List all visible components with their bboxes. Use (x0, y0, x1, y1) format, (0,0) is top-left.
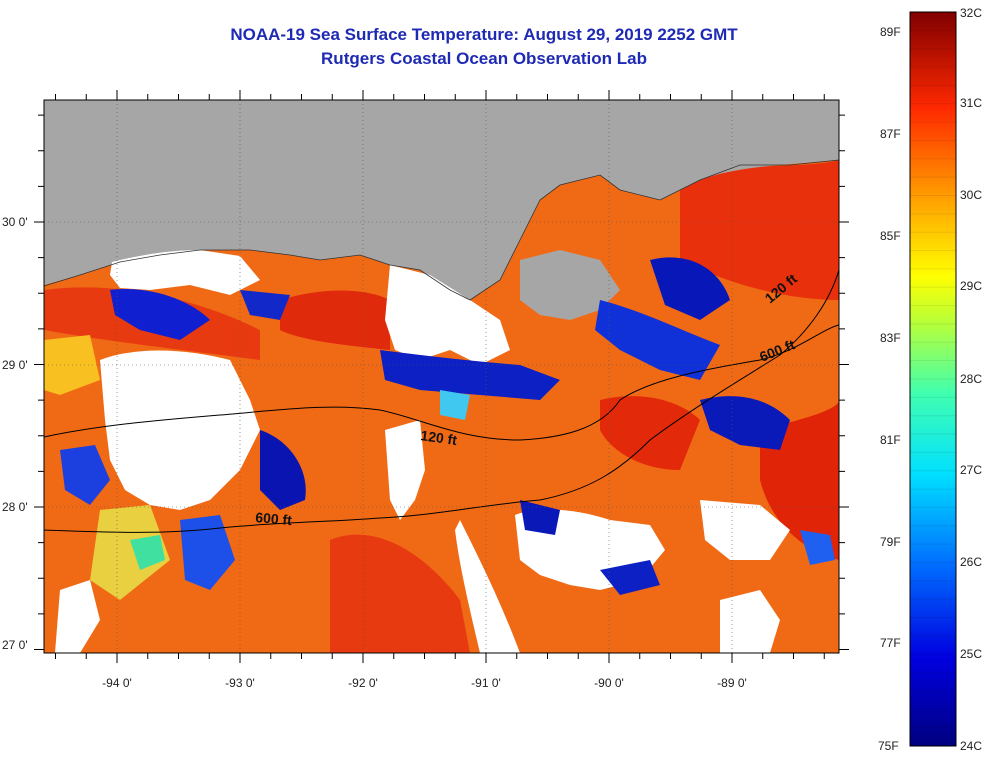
cloud-cover (385, 420, 425, 520)
cool-water-patch (595, 300, 720, 380)
cool-water-patch (180, 515, 235, 590)
cool-water-patch (380, 350, 560, 400)
contour-label-600ft: 600 ft (255, 509, 293, 528)
coastline (44, 159, 839, 301)
colorbar-bands (910, 29, 956, 729)
lon-label: -91 0' (471, 676, 501, 690)
colorbar-f-label: 85F (880, 229, 901, 243)
cool-water-patch (110, 289, 210, 340)
cloud-cover (100, 350, 260, 510)
cloud-cover (110, 250, 260, 295)
sst-map (44, 100, 839, 653)
land-mass (520, 250, 620, 320)
colorbar-f-label: 87F (880, 127, 901, 141)
colorbar-c-label: 24C (960, 739, 982, 753)
lon-label: -90 0' (594, 676, 624, 690)
contour-120ft (44, 324, 839, 441)
cool-water-patch (700, 396, 790, 450)
colorbar-f-label: 83F (880, 331, 901, 345)
colorbar-c-label: 26C (960, 555, 982, 569)
colorbar-c-label: 31C (960, 96, 982, 110)
colorbar-f-label: 79F (880, 535, 901, 549)
colorbar-c-label: 28C (960, 372, 982, 386)
ocean-hot-zone (680, 160, 839, 300)
cool-water-patch (800, 530, 835, 565)
mid-temp-patch (90, 505, 170, 600)
cool-water-patch (240, 290, 290, 320)
colorbar-f-label: 75F (878, 739, 899, 753)
mid-temp-patch (130, 535, 165, 570)
map-frame (43, 99, 840, 654)
colorbar-c-label: 30C (960, 188, 982, 202)
map-title: NOAA-19 Sea Surface Temperature: August … (230, 25, 738, 44)
colorbar-c-label: 27C (960, 463, 982, 477)
lon-label: -93 0' (225, 676, 255, 690)
lat-label: 27 0' (2, 638, 28, 652)
lon-label: -92 0' (348, 676, 378, 690)
colorbar-f-label: 81F (880, 433, 901, 447)
colorbar: 89F 87F 85F 83F 81F 79F 77F 75F 32C 31C … (878, 6, 982, 753)
colorbar-c-label: 29C (960, 279, 982, 293)
lat-label: 30 0' (2, 215, 28, 229)
mid-temp-patch (440, 390, 470, 420)
colorbar-gradient (909, 11, 957, 747)
cool-water-patch (650, 257, 730, 320)
graticule (44, 100, 839, 653)
colorbar-f-label: 89F (880, 25, 901, 39)
lon-label: -89 0' (717, 676, 747, 690)
colorbar-c-label: 32C (960, 6, 982, 20)
lat-label: 29 0' (2, 358, 28, 372)
cloud-cover (720, 590, 780, 653)
cloud-cover (55, 580, 100, 653)
lon-label: -94 0' (102, 676, 132, 690)
colorbar-f-label: 77F (880, 636, 901, 650)
cloud-cover (700, 500, 790, 560)
ocean-hot-zone (600, 396, 700, 470)
lat-label: 28 0' (2, 500, 28, 514)
cool-water-patch (60, 445, 110, 505)
cool-water-patch (260, 430, 306, 510)
map-subtitle: Rutgers Coastal Ocean Observation Lab (321, 49, 647, 68)
cool-water-patch (520, 500, 560, 535)
cool-water-patch (600, 560, 660, 595)
ocean-hot-zone (330, 534, 470, 653)
contour-600ft (44, 269, 839, 533)
ocean-hot-zone (280, 290, 390, 350)
cloud-cover (385, 265, 510, 365)
contour-label-120ft: 120 ft (420, 427, 459, 448)
colorbar-c-label: 25C (960, 647, 982, 661)
cloud-cover (455, 520, 520, 653)
axis-ticks (34, 90, 849, 663)
